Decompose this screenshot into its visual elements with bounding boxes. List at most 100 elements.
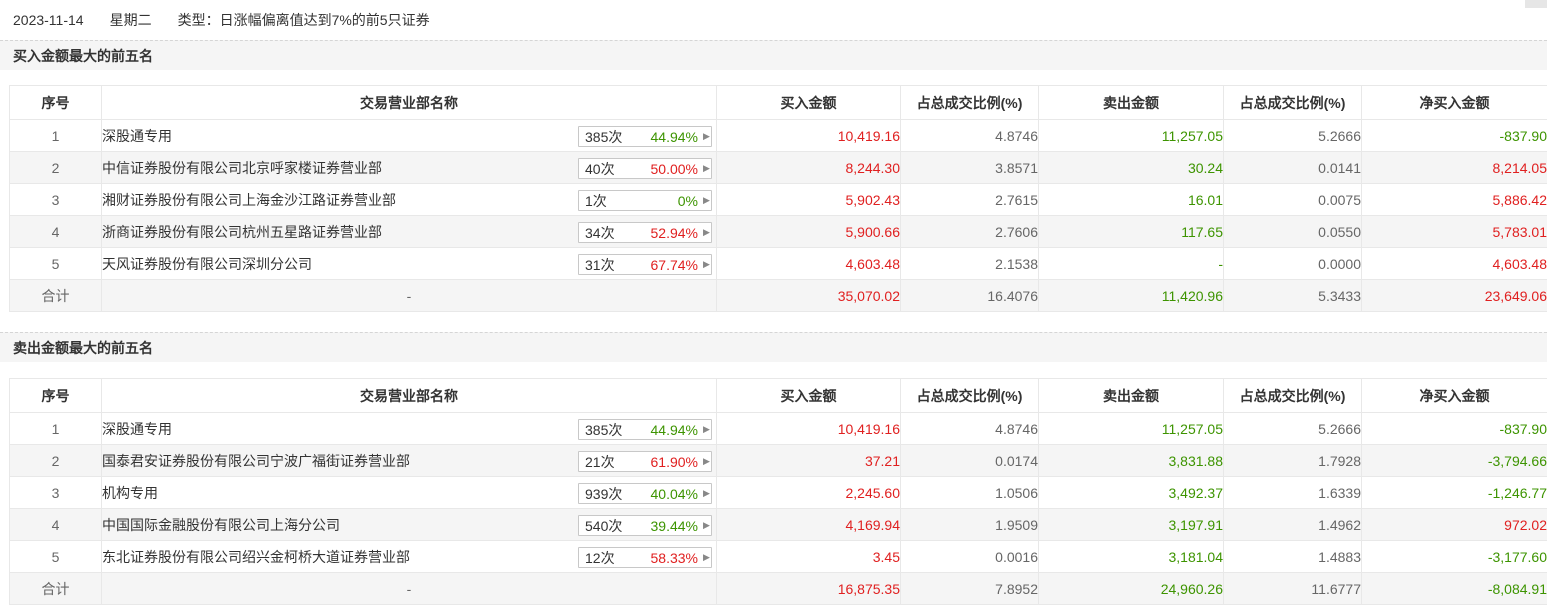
buy-amount: 5,900.66	[716, 215, 901, 248]
col-sell-ratio: 占总成交比例(%)	[1223, 85, 1362, 120]
sell-amount: 3,831.88	[1038, 444, 1224, 477]
total-sell-ratio: 5.3433	[1223, 279, 1362, 312]
appearance-count: 40次	[585, 160, 615, 177]
col-net-buy: 净买入金额	[1361, 85, 1547, 120]
sell-ratio: 1.4962	[1223, 508, 1362, 541]
buy-ratio: 4.8746	[900, 119, 1039, 152]
branch-name-cell: 机构专用 939次 40.04% ▶	[101, 476, 717, 509]
branch-stats-dropdown[interactable]: 939次 40.04% ▶	[578, 483, 712, 504]
total-sell-ratio: 11.6777	[1223, 572, 1362, 605]
buy-ratio: 1.9509	[900, 508, 1039, 541]
col-branch-name: 交易营业部名称	[101, 85, 717, 120]
branch-stats-dropdown[interactable]: 12次 58.33% ▶	[578, 547, 712, 568]
sell-amount: 16.01	[1038, 183, 1224, 216]
buy-section-title: 买入金额最大的前五名	[0, 40, 1547, 70]
caret-right-icon: ▶	[703, 163, 710, 173]
col-sell-ratio: 占总成交比例(%)	[1223, 378, 1362, 413]
row-index: 3	[9, 183, 102, 216]
net-buy-amount: 4,603.48	[1361, 247, 1547, 280]
branch-stats-dropdown[interactable]: 385次 44.94% ▶	[578, 419, 712, 440]
col-sell-amount: 卖出金额	[1038, 378, 1224, 413]
col-sell-amount: 卖出金额	[1038, 85, 1224, 120]
table-row: 3 机构专用 939次 40.04% ▶ 2,245.60 1.0506 3,492.37 1.…	[9, 476, 1547, 509]
row-index: 5	[9, 540, 102, 573]
branch-name-link[interactable]: 机构专用	[102, 484, 158, 501]
buy-ratio: 3.8571	[900, 151, 1039, 184]
branch-stats-dropdown[interactable]: 34次 52.94% ▶	[578, 222, 712, 243]
branch-name-link[interactable]: 中信证券股份有限公司北京呼家楼证券营业部	[102, 159, 382, 176]
total-sell-amount: 24,960.26	[1038, 572, 1224, 605]
net-buy-amount: -837.90	[1361, 119, 1547, 152]
branch-name-link[interactable]: 中国国际金融股份有限公司上海分公司	[102, 516, 340, 533]
total-buy-amount: 35,070.02	[716, 279, 901, 312]
win-rate: 44.94%	[650, 128, 698, 145]
table-row: 2 中信证券股份有限公司北京呼家楼证券营业部 40次 50.00% ▶ 8,244.30 3…	[9, 151, 1547, 184]
total-buy-ratio: 7.8952	[900, 572, 1039, 605]
table-row: 4 中国国际金融股份有限公司上海分公司 540次 39.44% ▶ 4,169.94 1.9…	[9, 508, 1547, 541]
col-branch-name: 交易营业部名称	[101, 378, 717, 413]
branch-name-link[interactable]: 浙商证券股份有限公司杭州五星路证券营业部	[102, 223, 382, 240]
sell-amount: 11,257.05	[1038, 412, 1224, 445]
branch-stats-dropdown[interactable]: 31次 67.74% ▶	[578, 254, 712, 275]
sell-ratio: 5.2666	[1223, 412, 1362, 445]
buy-ratio: 0.0174	[900, 444, 1039, 477]
buy-ratio: 2.1538	[900, 247, 1039, 280]
col-buy-amount: 买入金额	[716, 85, 901, 120]
caret-right-icon: ▶	[703, 520, 710, 530]
branch-stats-dropdown[interactable]: 540次 39.44% ▶	[578, 515, 712, 536]
branch-name-link[interactable]: 东北证券股份有限公司绍兴金柯桥大道证券营业部	[102, 548, 410, 565]
branch-stats-dropdown[interactable]: 1次 0% ▶	[578, 190, 712, 211]
win-rate: 52.94%	[650, 224, 698, 241]
buy-amount: 10,419.16	[716, 119, 901, 152]
buy-ratio: 4.8746	[900, 412, 1039, 445]
total-row: 合计 -16,875.35 7.8952 24,960.26 11.6777 -8,084…	[9, 572, 1547, 605]
branch-name-cell: 深股通专用 385次 44.94% ▶	[101, 412, 717, 445]
col-buy-amount: 买入金额	[716, 378, 901, 413]
sell-amount: 3,181.04	[1038, 540, 1224, 573]
trade-date: 2023-11-14	[13, 12, 84, 28]
appearance-count: 939次	[585, 485, 623, 502]
caret-right-icon: ▶	[703, 456, 710, 466]
branch-name-link[interactable]: 天风证券股份有限公司深圳分公司	[102, 255, 312, 272]
branch-name-link[interactable]: 国泰君安证券股份有限公司宁波广福街证券营业部	[102, 452, 410, 469]
branch-name-cell: 中国国际金融股份有限公司上海分公司 540次 39.44% ▶	[101, 508, 717, 541]
buy-ratio: 2.7615	[900, 183, 1039, 216]
branch-name-cell: 浙商证券股份有限公司杭州五星路证券营业部 34次 52.94% ▶	[101, 215, 717, 248]
sell-amount: 117.65	[1038, 215, 1224, 248]
buy-ratio: 0.0016	[900, 540, 1039, 573]
table-row: 2 国泰君安证券股份有限公司宁波广福街证券营业部 21次 61.90% ▶ 37.21 0.…	[9, 444, 1547, 477]
caret-right-icon: ▶	[703, 227, 710, 237]
list-type: 类型：日涨幅偏离值达到7%的前5只证券	[177, 12, 430, 28]
row-index: 1	[9, 119, 102, 152]
sell-ratio: 0.0141	[1223, 151, 1362, 184]
row-index: 5	[9, 247, 102, 280]
sell-ratio: 1.4883	[1223, 540, 1362, 573]
appearance-count: 1次	[585, 192, 607, 209]
appearance-count: 12次	[585, 549, 615, 566]
branch-name-cell: 国泰君安证券股份有限公司宁波广福街证券营业部 21次 61.90% ▶	[101, 444, 717, 477]
branch-stats-dropdown[interactable]: 40次 50.00% ▶	[578, 158, 712, 179]
branch-name-link[interactable]: 深股通专用	[102, 420, 172, 437]
sell-ratio: 5.2666	[1223, 119, 1362, 152]
branch-name-cell: 湘财证券股份有限公司上海金沙江路证券营业部 1次 0% ▶	[101, 183, 717, 216]
branch-name-cell: 天风证券股份有限公司深圳分公司 31次 67.74% ▶	[101, 247, 717, 280]
sell-amount: 11,257.05	[1038, 119, 1224, 152]
sell-ratio: 0.0550	[1223, 215, 1362, 248]
table-header-row: 序号 交易营业部名称 买入金额 占总成交比例(%) 卖出金额 占总成交比例(%)…	[9, 378, 1547, 413]
branch-name-cell: 深股通专用 385次 44.94% ▶	[101, 119, 717, 152]
branch-stats-dropdown[interactable]: 21次 61.90% ▶	[578, 451, 712, 472]
win-rate: 50.00%	[650, 160, 698, 177]
sell-ratio: 0.0075	[1223, 183, 1362, 216]
row-index: 4	[9, 215, 102, 248]
net-buy-amount: -1,246.77	[1361, 476, 1547, 509]
win-rate: 0%	[677, 192, 698, 209]
branch-name-link[interactable]: 湘财证券股份有限公司上海金沙江路证券营业部	[102, 191, 396, 208]
win-rate: 58.33%	[650, 549, 698, 566]
branch-stats-dropdown[interactable]: 385次 44.94% ▶	[578, 126, 712, 147]
scrollbar-stub[interactable]	[1525, 0, 1547, 8]
sell-ratio: 1.6339	[1223, 476, 1362, 509]
total-label: 合计	[9, 279, 102, 312]
total-name: -	[101, 572, 717, 605]
sell-amount: 3,492.37	[1038, 476, 1224, 509]
branch-name-link[interactable]: 深股通专用	[102, 127, 172, 144]
